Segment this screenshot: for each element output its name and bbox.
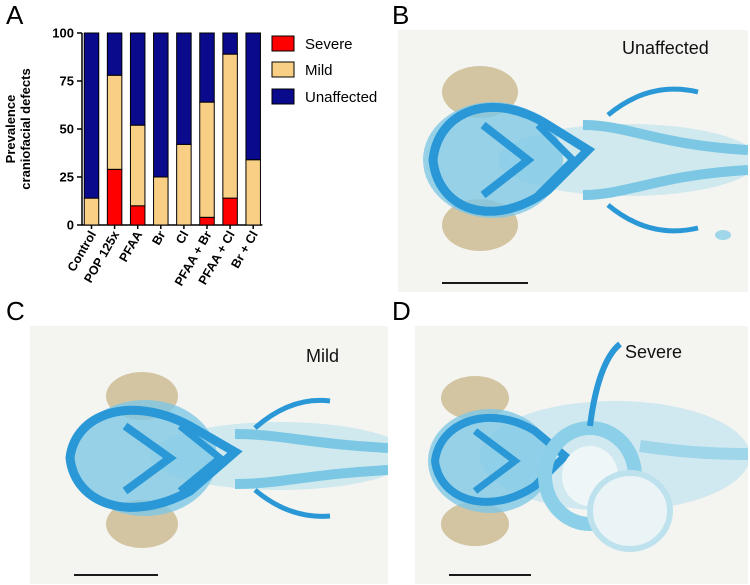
specimen-illustration-severe [415, 326, 748, 584]
bar-segment-mild [199, 101, 215, 218]
bar-segment-mild [245, 159, 261, 226]
y-tick-label: 25 [60, 170, 74, 185]
legend-label-unaffected: Unaffected [305, 89, 377, 106]
bar-segment-unaffected [176, 32, 192, 145]
bar-segment-mild [176, 143, 192, 226]
bar-segment-unaffected [245, 32, 261, 161]
legend-swatch-mild [271, 61, 295, 78]
x-tick-label: PFAA [117, 229, 146, 265]
panel-letter-c: C [6, 296, 25, 326]
photo-label-severe: Severe [625, 342, 683, 362]
specimen-illustration-mild [30, 326, 388, 584]
specimen-photo-mild: Mild [30, 326, 388, 584]
y-tick-label: 0 [67, 218, 74, 233]
bar-segment-severe [199, 216, 215, 226]
bar-segment-unaffected [129, 32, 146, 126]
bar-segment-severe [222, 197, 238, 226]
bar-segment-severe [106, 168, 123, 226]
scale-bar [449, 574, 531, 576]
panel-letter-b: B [392, 0, 410, 30]
bar-segment-mild [129, 124, 146, 207]
panel-letter-d: D [392, 296, 411, 326]
bar-segment-unaffected [222, 32, 238, 55]
scale-bar [442, 282, 528, 284]
legend-label-severe: Severe [305, 36, 353, 53]
photo-label-mild: Mild [306, 346, 340, 366]
bar-segment-severe [129, 205, 146, 226]
bar-segment-unaffected [199, 32, 215, 103]
panel-letter-a: A [6, 0, 24, 30]
legend-swatch-severe [271, 35, 295, 52]
scale-bar [74, 574, 158, 576]
x-tick-label: Br [149, 228, 168, 247]
bar-segment-mild [106, 74, 123, 170]
legend-swatch-unaffected [271, 88, 295, 105]
stacked-bar-chart: 0 25 50 75 100 Prevalencecraniofacial defects… [3, 26, 377, 289]
specimen-photo-unaffected: Unaffected [398, 30, 748, 292]
x-tick-label: Cl [173, 229, 191, 247]
specimen-illustration-unaffected [398, 30, 748, 292]
bar-segment-mild [83, 197, 100, 226]
y-tick-label: 75 [60, 74, 74, 89]
legend-label-mild: Mild [305, 62, 333, 79]
y-tick-label: 100 [52, 26, 74, 41]
y-tick-label: 50 [60, 122, 74, 137]
bar-segment-unaffected [83, 32, 100, 199]
chart-bars [83, 32, 261, 226]
photo-label-unaffected: Unaffected [622, 38, 709, 58]
chart-legend: Severe Mild Unaffected [271, 35, 377, 106]
specimen-photo-severe: Severe [415, 326, 748, 584]
bar-segment-mild [222, 53, 238, 199]
bar-segment-mild [153, 176, 169, 226]
bar-segment-unaffected [153, 32, 169, 178]
bar-segment-unaffected [106, 32, 123, 76]
y-axis-label: Prevalencecraniofacial defects [3, 68, 33, 189]
